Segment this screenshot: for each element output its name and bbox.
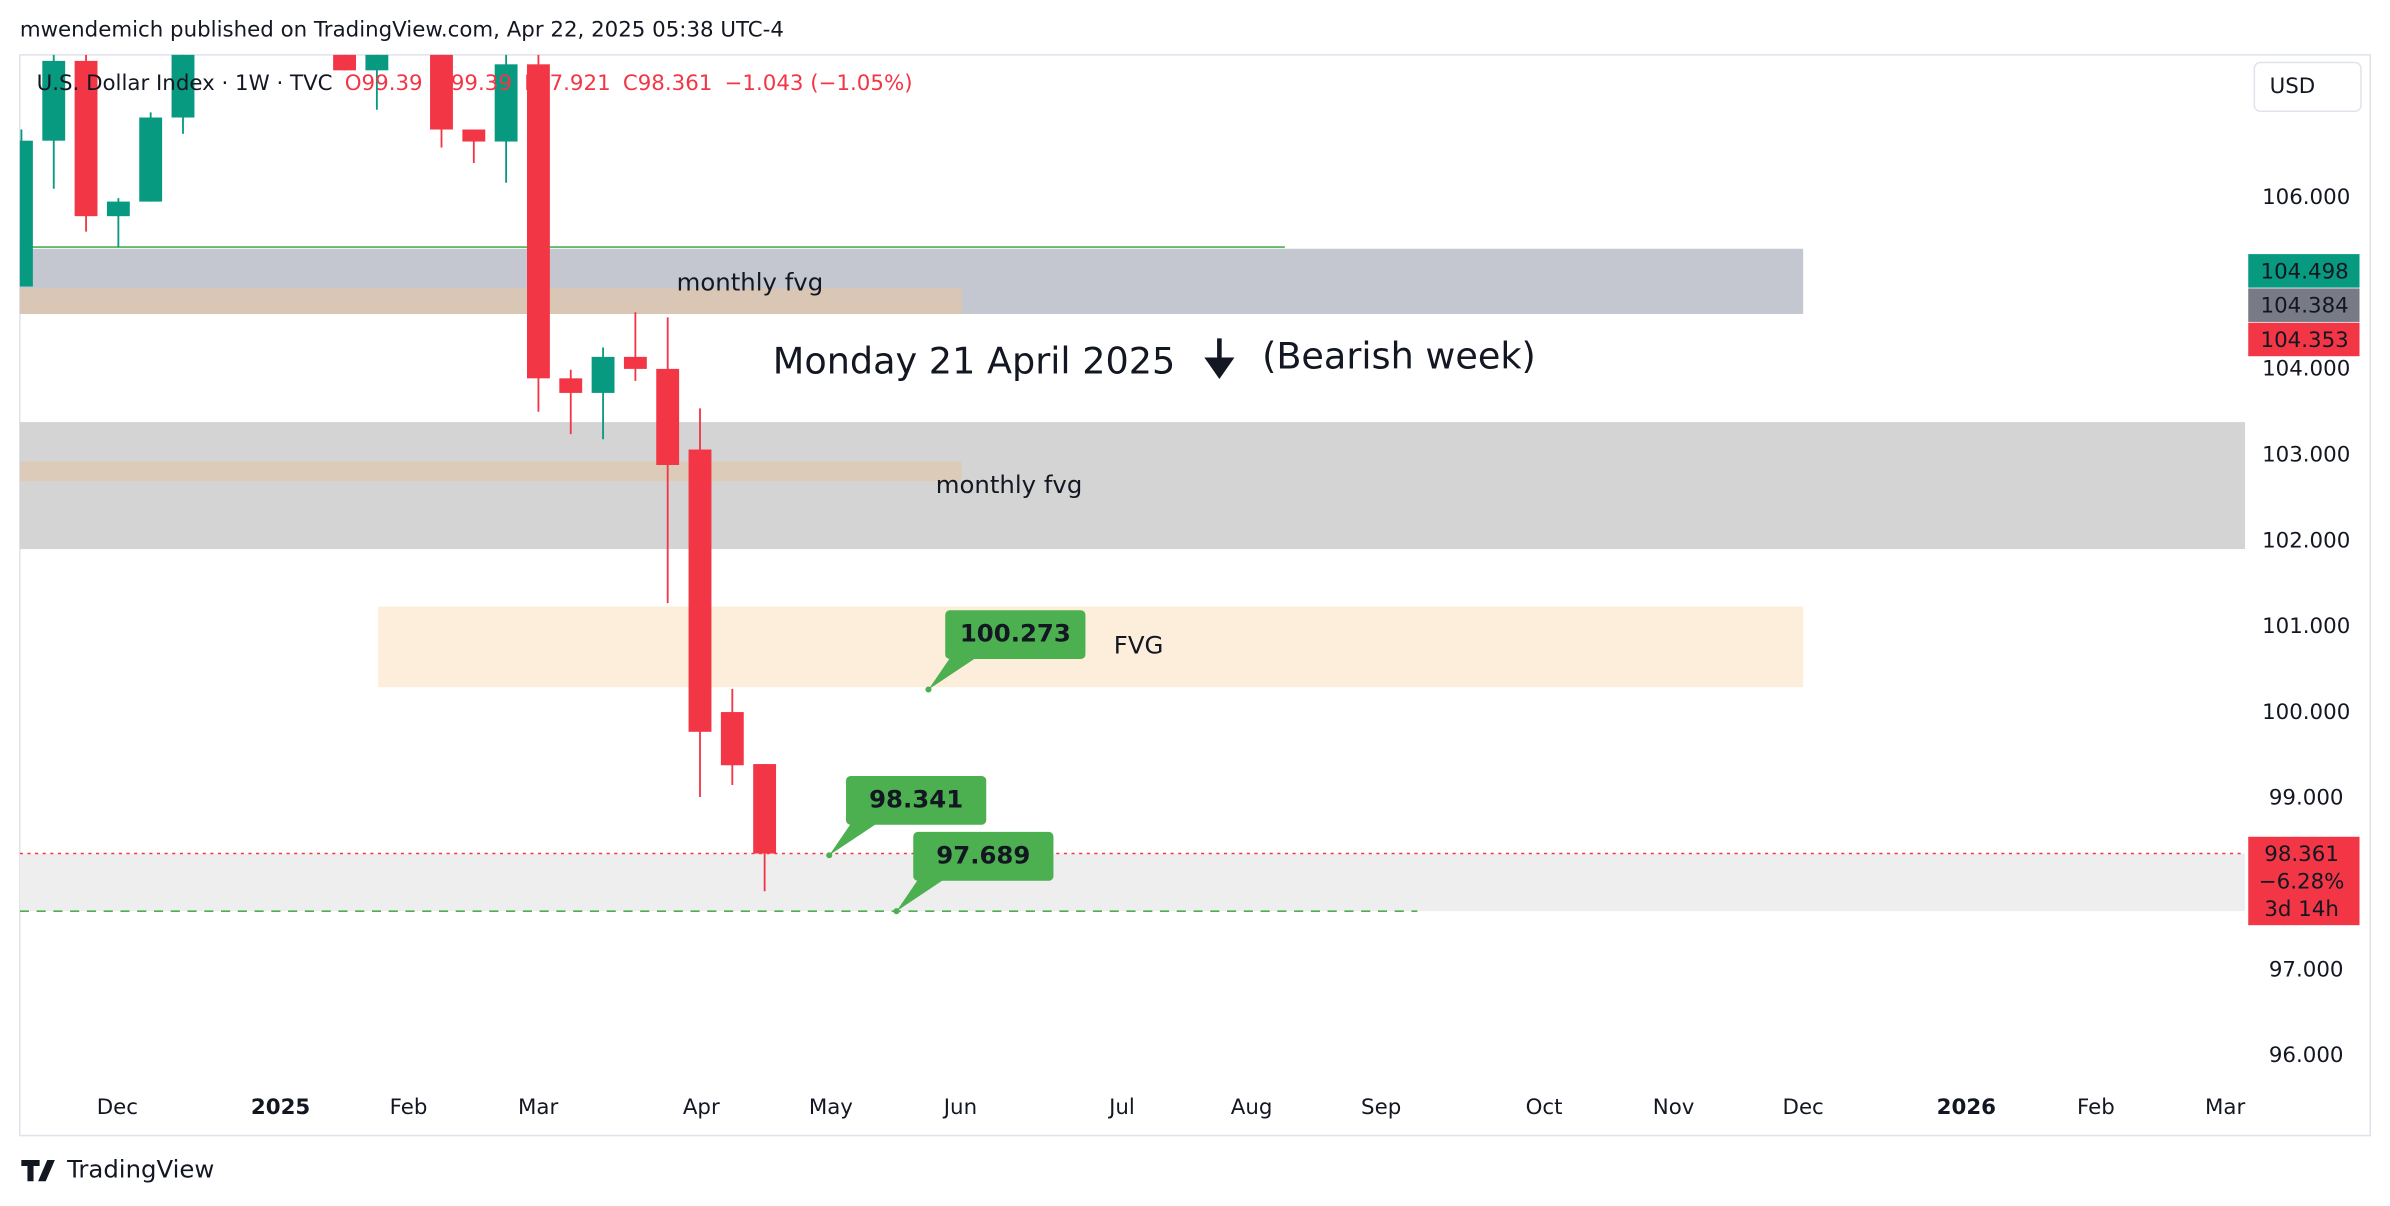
x-tick-label: 2026 <box>1937 1095 1996 1120</box>
overlay: U.S. Dollar Index · 1W · TVC O99.39 H99.39… <box>37 71 2360 1120</box>
x-tick-label: Feb <box>2077 1095 2115 1120</box>
currency-button[interactable] <box>2253 61 2362 113</box>
price-badge-label: 104.498 <box>2261 259 2349 284</box>
y-tick-label: 97.000 <box>2269 957 2344 982</box>
candle-body <box>623 356 647 369</box>
y-tick-label: 106.000 <box>2262 185 2350 210</box>
legend-item: L97.921 <box>524 71 611 96</box>
x-tick-label: Oct <box>1526 1095 1563 1120</box>
candle-body <box>462 129 486 142</box>
last-price-countdown: 3d 14h <box>2264 897 2339 922</box>
y-tick-label: 102.000 <box>2262 528 2350 553</box>
candle-body <box>688 449 712 732</box>
x-tick-label: Aug <box>1231 1095 1273 1120</box>
candle-body <box>720 712 744 766</box>
zone-label: monthly fvg <box>936 470 1083 499</box>
candle-body <box>171 54 195 118</box>
callout-anchor <box>925 686 932 693</box>
y-tick-label: 100.000 <box>2262 700 2350 725</box>
y-tick-label: 99.000 <box>2269 786 2344 811</box>
callout-tail <box>928 655 979 690</box>
candle-body <box>559 378 583 393</box>
attribution: mwendemich published on TradingView.com,… <box>20 17 784 42</box>
legend-item: C98.361 <box>623 71 713 96</box>
callout-label: 97.689 <box>936 840 1030 869</box>
price-badge <box>2248 322 2360 357</box>
last-price-badge <box>2248 836 2360 926</box>
candle-body <box>591 356 615 393</box>
legend-item: U.S. Dollar Index · 1W · TVC <box>37 71 333 96</box>
brand-logo <box>21 1159 55 1182</box>
legend-item: O99.39 <box>345 71 423 96</box>
y-tick-label: 96.000 <box>2269 1043 2344 1068</box>
x-tick-label: Jul <box>1107 1095 1135 1120</box>
candle-body <box>494 64 518 142</box>
zone <box>19 461 962 482</box>
zone <box>19 288 962 314</box>
zone <box>19 853 2246 912</box>
callout-tail <box>829 821 880 856</box>
x-tick-label: 2025 <box>251 1095 310 1120</box>
y-tick-label: 103.000 <box>2262 443 2350 468</box>
x-tick-label: Apr <box>683 1095 720 1120</box>
x-tick-label: Dec <box>1783 1095 1824 1120</box>
candle-body <box>656 368 680 465</box>
brand-name: TradingView <box>66 1155 214 1184</box>
candle-body <box>430 54 453 130</box>
candle-body <box>42 60 66 141</box>
callout-label: 98.341 <box>869 784 963 813</box>
pane-border <box>19 54 2371 1137</box>
price-badge <box>2248 254 2360 288</box>
zone-label: monthly fvg <box>677 268 824 297</box>
price-badge-label: 104.353 <box>2261 328 2349 353</box>
legend-item: −1.043 (−1.05%) <box>725 71 913 96</box>
x-tick-label: Dec <box>97 1095 138 1120</box>
x-tick-label: May <box>809 1095 853 1120</box>
candle-body <box>106 201 130 217</box>
price-badge <box>2248 288 2360 322</box>
zone <box>378 606 1804 688</box>
annotation: Monday 21 April 2025 <box>773 339 1176 382</box>
price-badge-label: 104.384 <box>2261 294 2349 319</box>
legend-header: U.S. Dollar Index · 1W · TVC O99.39 H99.39… <box>37 71 913 96</box>
callout-anchor <box>826 852 833 859</box>
candle-body <box>527 64 550 379</box>
y-tick-label: 101.000 <box>2262 614 2350 639</box>
callout-box <box>913 831 1054 881</box>
down-arrow <box>1204 338 1235 379</box>
callout-box <box>945 610 1086 660</box>
zone-label: FVG <box>1114 630 1164 659</box>
callout-box <box>846 775 987 825</box>
candle-body <box>139 117 163 202</box>
candle-body <box>19 140 33 287</box>
x-tick-label: Mar <box>2205 1095 2245 1120</box>
x-tick-label: Mar <box>518 1095 558 1120</box>
x-tick-label: Feb <box>390 1095 428 1120</box>
last-price-label: 98.361 <box>2264 842 2339 867</box>
pane <box>19 54 2246 912</box>
callout-anchor <box>893 908 900 915</box>
legend-item: H99.39 <box>435 71 512 96</box>
candle-body <box>753 764 777 854</box>
x-tick-label: Nov <box>1653 1095 1695 1120</box>
candle-body <box>74 60 98 217</box>
annotation: (Bearish week) <box>1262 335 1536 378</box>
zone <box>19 422 2246 550</box>
x-tick-label: Jun <box>942 1095 977 1120</box>
y-tick-label: 104.000 <box>2262 357 2350 382</box>
callout-tail <box>896 877 947 912</box>
x-tick-label: Sep <box>1361 1095 1401 1120</box>
candle-body <box>365 54 389 71</box>
last-price-change: −6.28% <box>2259 869 2345 894</box>
currency-label[interactable]: USD <box>2270 74 2316 99</box>
callout-label: 100.273 <box>960 619 1071 648</box>
candle-body <box>333 54 356 71</box>
